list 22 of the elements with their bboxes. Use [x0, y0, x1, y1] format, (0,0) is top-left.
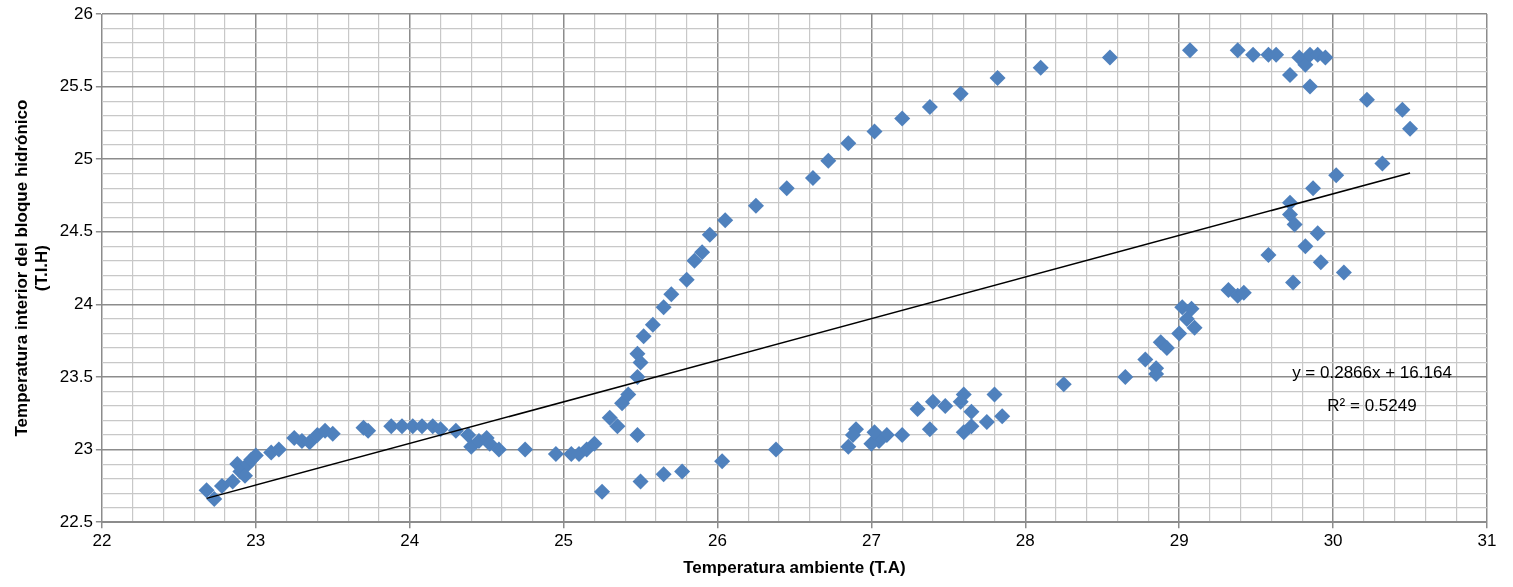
x-tick-label: 28	[1015, 531, 1035, 551]
y-tick-label: 24	[73, 294, 93, 314]
y-tick-label: 23.5	[59, 366, 93, 386]
annotation: y = 0.2866x + 16.164	[1292, 363, 1452, 382]
x-tick-label: 22	[92, 531, 112, 551]
y-tick-label: 24.5	[59, 221, 93, 241]
x-tick-label: 26	[708, 531, 727, 551]
y-tick-label: 22.5	[59, 511, 93, 531]
x-tick-label: 29	[1169, 531, 1189, 551]
x-tick-label: 30	[1323, 531, 1343, 551]
x-tick-label: 31	[1477, 531, 1497, 551]
annotation: R² = 0.5249	[1327, 396, 1417, 415]
x-tick-label: 27	[861, 531, 881, 551]
y-tick-label: 26	[73, 3, 93, 23]
y-tick-label: 23	[73, 439, 93, 459]
x-tick-label: 23	[246, 531, 266, 551]
x-tick-label: 25	[554, 531, 574, 551]
y-tick-label: 25.5	[59, 76, 93, 96]
x-axis-title: Temperatura ambiente (T.A)	[683, 558, 906, 578]
y-tick-label: 25	[73, 148, 93, 168]
x-tick-label: 24	[400, 531, 420, 551]
y-axis-title: Temperatura interior del bloque hidrónico (T.I.H)	[11, 99, 52, 437]
